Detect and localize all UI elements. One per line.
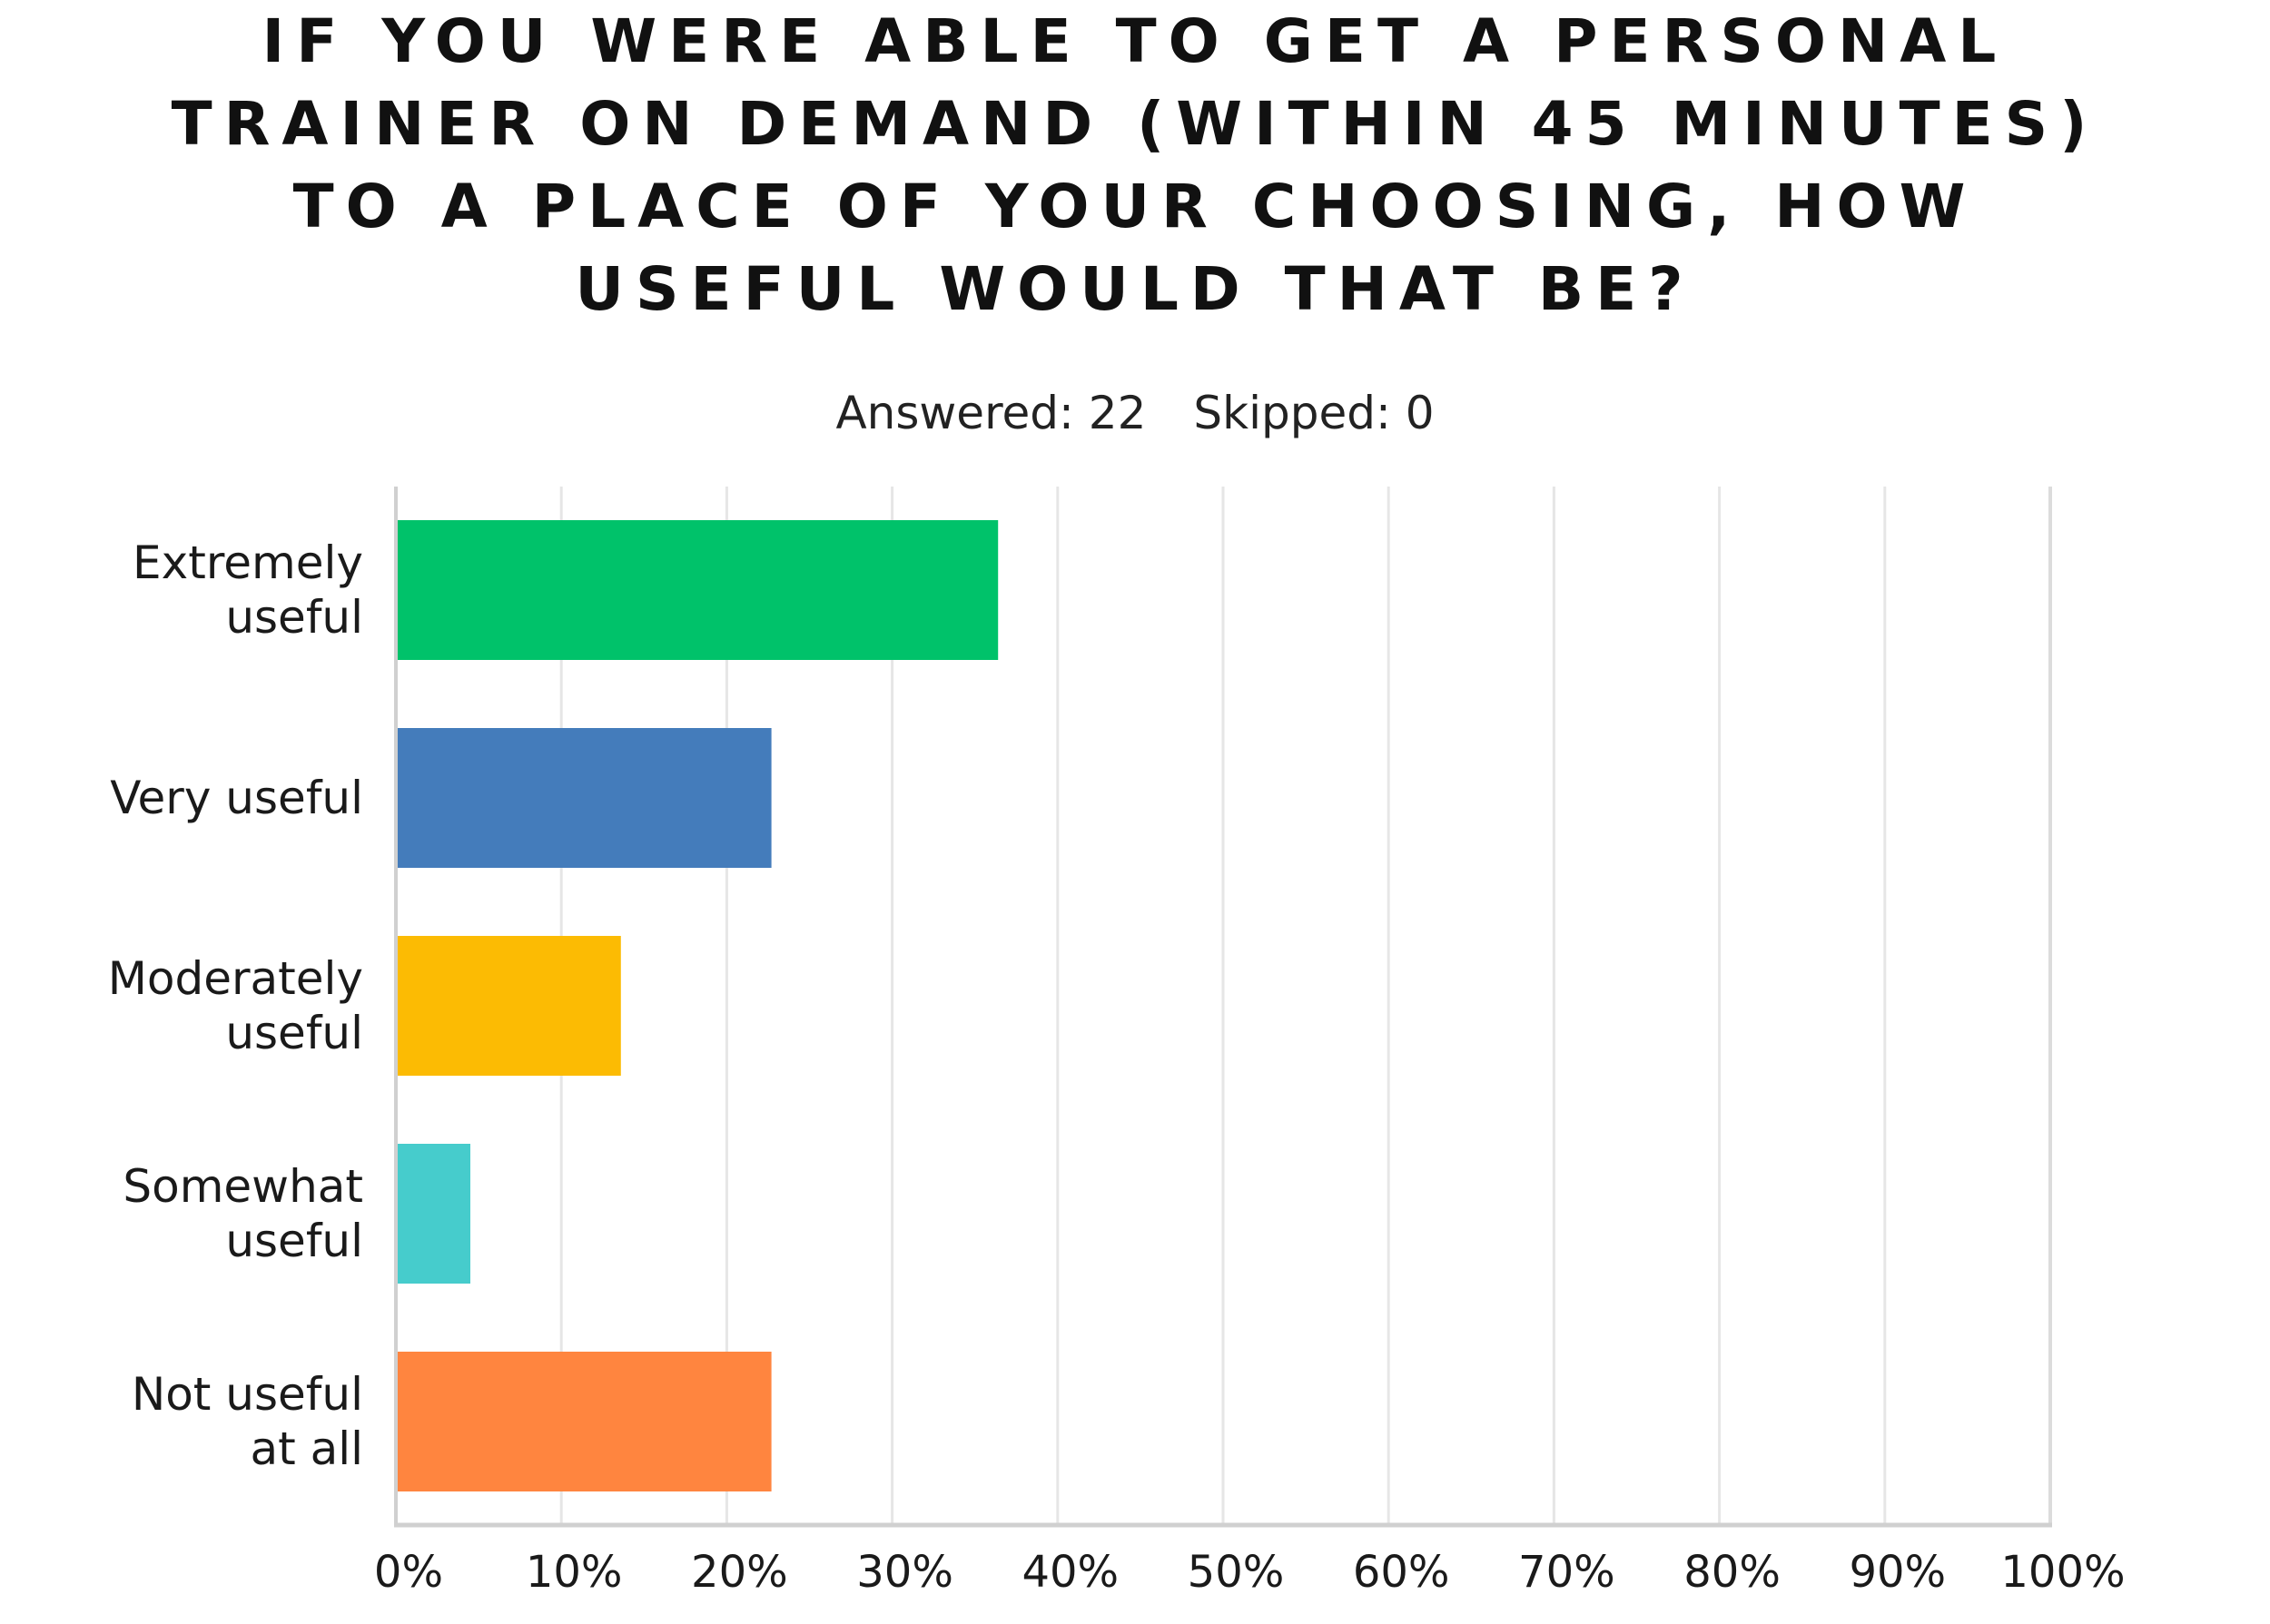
bar	[396, 728, 772, 868]
skipped-count: Skipped: 0	[1193, 387, 1435, 439]
x-tick-label: 10%	[526, 1547, 623, 1598]
category-label-line: useful	[225, 1215, 363, 1267]
x-tick-labels: 0% 10% 20% 30% 40% 50% 60% 70% 80% 90% 100%	[374, 1547, 2126, 1598]
category-label: Not useful at all	[132, 1368, 363, 1475]
response-summary: Answered: 22 Skipped: 0	[0, 381, 2270, 445]
category-label-line: Extremely	[133, 536, 363, 589]
category-label-line: Very useful	[110, 772, 363, 824]
x-tick-label: 80%	[1683, 1547, 1781, 1598]
chart-title: IF YOU WERE ABLE TO GET A PERSONAL TRAIN…	[136, 0, 2134, 330]
category-label: Extremely useful	[133, 536, 363, 644]
category-label-line: Moderately	[108, 952, 363, 1005]
title-line: TO A PLACE OF YOUR CHOOSING, HOW	[292, 172, 1978, 241]
category-label: Moderately useful	[108, 952, 363, 1059]
x-tick-label: 0%	[374, 1547, 443, 1598]
category-label-line: at all	[250, 1422, 363, 1475]
category-label-line: useful	[225, 1007, 363, 1059]
title-line: USEFUL WOULD THAT BE?	[575, 254, 1695, 324]
bar	[396, 1352, 772, 1491]
axes	[394, 487, 2052, 1528]
title-line: IF YOU WERE ABLE TO GET A PERSONAL	[262, 6, 2008, 76]
category-label: Very useful	[110, 772, 363, 824]
x-tick-label: 70%	[1518, 1547, 1615, 1598]
x-tick-label: 60%	[1353, 1547, 1450, 1598]
answered-count: Answered: 22	[835, 387, 1147, 439]
x-tick-label: 100%	[2000, 1547, 2125, 1598]
x-tick-label: 20%	[691, 1547, 788, 1598]
title-line: TRAINER ON DEMAND (WITHIN 45 MINUTES)	[171, 89, 2099, 159]
bars	[396, 520, 999, 1491]
bar	[396, 936, 621, 1076]
category-label-line: useful	[225, 591, 363, 644]
bar	[396, 520, 999, 660]
x-tick-label: 40%	[1022, 1547, 1119, 1598]
category-label-line: Somewhat	[123, 1160, 363, 1213]
x-tick-label: 30%	[856, 1547, 953, 1598]
x-tick-label: 90%	[1849, 1547, 1946, 1598]
bar	[396, 1144, 470, 1284]
x-tick-label: 50%	[1188, 1547, 1285, 1598]
category-label: Somewhat useful	[123, 1160, 363, 1267]
category-label-line: Not useful	[132, 1368, 363, 1421]
